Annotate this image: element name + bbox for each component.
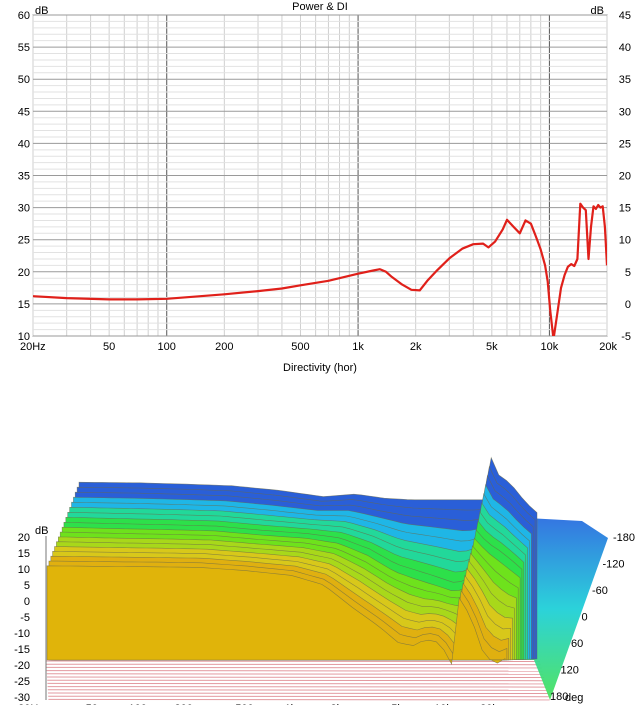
z-tick-label: 15 bbox=[18, 548, 30, 560]
x-tick-label: 100 bbox=[158, 341, 176, 353]
x-tick-label: 200 bbox=[215, 341, 233, 353]
floor-line bbox=[47, 686, 547, 688]
y2-tick-label: 40 bbox=[619, 42, 631, 54]
x-tick-label: 2k bbox=[410, 341, 422, 353]
power-response-line bbox=[33, 202, 607, 336]
x-tick-label-bottom: 20Hz bbox=[18, 703, 44, 705]
floor-line bbox=[46, 663, 541, 666]
x-tick-label-bottom: 200 bbox=[174, 703, 192, 705]
z-axis: 20 15 10 5 0 -5 -10 -15 -20 -25 -30 bbox=[14, 532, 30, 704]
depth-unit: deg bbox=[565, 692, 583, 704]
x-tick-label-bottom: 500 bbox=[235, 703, 253, 705]
floor-line bbox=[46, 676, 545, 678]
grid-lines bbox=[32, 14, 608, 337]
z-tick-label: -5 bbox=[20, 612, 30, 624]
floor-line bbox=[47, 689, 548, 691]
depth-tick-label: -120 bbox=[603, 559, 625, 571]
depth-tick-label: 120 bbox=[561, 665, 579, 677]
floor-line bbox=[46, 670, 543, 672]
z-tick-label: 20 bbox=[18, 532, 30, 544]
y2-tick-label: 15 bbox=[619, 203, 631, 215]
y2-tick-label: 20 bbox=[619, 171, 631, 183]
x-tick-label-bottom: 20k bbox=[480, 703, 498, 705]
depth-tick-label: 0 bbox=[582, 612, 588, 624]
z-tick-label: -25 bbox=[14, 676, 30, 688]
depth-axis: -180 -120 -60 0 60 120 180 bbox=[550, 532, 635, 703]
directivity-chart: Directivity (hor) dB 20151050-5-10-15-20… bbox=[14, 362, 635, 705]
x-tick-label: 10k bbox=[541, 341, 559, 353]
y2-tick-label: 30 bbox=[619, 106, 631, 118]
x-axis-bottom: 20Hz 50 100 200 500 1k 2k 5k 10k 20k bbox=[18, 703, 498, 705]
floor-line bbox=[47, 679, 545, 682]
waterfall-slice bbox=[46, 565, 506, 666]
x-tick-label: 50 bbox=[103, 341, 115, 353]
floor-line bbox=[47, 682, 546, 685]
y-tick-label: 40 bbox=[18, 138, 30, 150]
x-tick-label: 20k bbox=[599, 341, 617, 353]
depth-tick-label: -180 bbox=[613, 532, 635, 544]
y-axis-right: -5 0 5 10 15 20 25 30 35 40 45 bbox=[619, 10, 631, 343]
y2-tick-label: 35 bbox=[619, 74, 631, 86]
floor-grid bbox=[45, 660, 550, 701]
floor-line bbox=[47, 692, 549, 694]
floor-line bbox=[48, 695, 549, 698]
y-tick-label: 15 bbox=[18, 299, 30, 311]
x-tick-label-bottom: 50 bbox=[86, 703, 98, 705]
y-tick-label: 55 bbox=[18, 42, 30, 54]
z-tick-label: -10 bbox=[14, 628, 30, 640]
floor-line bbox=[46, 673, 544, 675]
floor-line bbox=[48, 698, 550, 701]
y-axis-left: 10 15 20 25 30 35 40 45 50 55 60 bbox=[18, 10, 30, 343]
x-tick-label: 500 bbox=[291, 341, 309, 353]
waterfall-slices bbox=[46, 456, 538, 666]
floor-line bbox=[46, 666, 542, 669]
z-axis-unit: dB bbox=[35, 525, 48, 537]
y2-tick-label: 10 bbox=[619, 235, 631, 247]
chart-title-directivity: Directivity (hor) bbox=[283, 362, 357, 374]
x-tick-label-bottom: 1k bbox=[285, 703, 297, 705]
y2-tick-label: -5 bbox=[621, 331, 631, 343]
y2-tick-label: 5 bbox=[625, 267, 631, 279]
y2-tick-label: 45 bbox=[619, 10, 631, 22]
power-di-chart: Power & DI dB dB 1015202530354045505560 … bbox=[18, 1, 631, 353]
y2-tick-label: 0 bbox=[625, 299, 631, 311]
y-tick-label: 25 bbox=[18, 235, 30, 247]
z-tick-label: -20 bbox=[14, 660, 30, 672]
y-axis-unit-right: dB bbox=[591, 5, 604, 17]
x-tick-label-bottom: 10k bbox=[434, 703, 452, 705]
depth-tick-label: -60 bbox=[592, 585, 608, 597]
depth-tick-label: 180 bbox=[550, 691, 568, 703]
x-tick-label-bottom: 2k bbox=[331, 703, 343, 705]
z-tick-label: 10 bbox=[18, 564, 30, 576]
y2-tick-label: 25 bbox=[619, 138, 631, 150]
z-tick-label: 5 bbox=[24, 580, 30, 592]
floor-line bbox=[45, 660, 541, 662]
y-tick-label: 60 bbox=[18, 10, 30, 22]
depth-tick-label: 60 bbox=[571, 638, 583, 650]
x-tick-label-bottom: 5k bbox=[391, 703, 403, 705]
y-tick-label: 10 bbox=[18, 331, 30, 343]
y-tick-label: 50 bbox=[18, 74, 30, 86]
x-tick-label: 5k bbox=[486, 341, 498, 353]
x-axis: 20Hz 50 100 200 500 1k 2k 5k 10k 20k bbox=[20, 341, 617, 353]
x-tick-label-bottom: 100 bbox=[129, 703, 147, 705]
y-tick-label: 20 bbox=[18, 267, 30, 279]
y-tick-label: 30 bbox=[18, 203, 30, 215]
y-axis-unit-left: dB bbox=[35, 5, 48, 17]
x-tick-label: 20Hz bbox=[20, 341, 46, 353]
y-tick-label: 35 bbox=[18, 171, 30, 183]
y-tick-label: 45 bbox=[18, 106, 30, 118]
z-tick-label: -30 bbox=[14, 692, 30, 704]
z-tick-label: 0 bbox=[24, 596, 30, 608]
chart-title: Power & DI bbox=[292, 1, 348, 13]
x-tick-label: 1k bbox=[352, 341, 364, 353]
z-tick-label: -15 bbox=[14, 644, 30, 656]
